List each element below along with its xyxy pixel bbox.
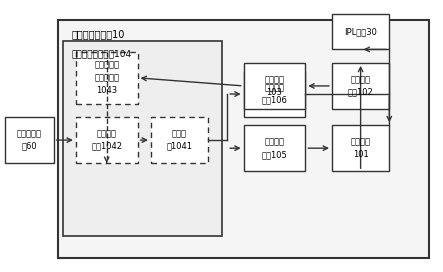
- Bar: [244, 63, 305, 109]
- Text: 第一开关
器件1042: 第一开关 器件1042: [91, 129, 122, 151]
- Bar: [76, 117, 138, 163]
- Text: 整流电
路1041: 整流电 路1041: [167, 129, 193, 151]
- Text: 控制芯片
103: 控制芯片 103: [264, 75, 284, 97]
- Bar: [244, 71, 305, 117]
- Bar: [332, 14, 389, 50]
- Bar: [332, 63, 389, 109]
- Text: 电阻充电
电路106: 电阻充电 电路106: [261, 83, 288, 105]
- Text: IPL灯管30: IPL灯管30: [344, 27, 377, 36]
- Text: 电压采集
电路102: 电压采集 电路102: [348, 75, 373, 97]
- Bar: [5, 117, 54, 163]
- Bar: [244, 125, 305, 171]
- Bar: [332, 125, 389, 171]
- Bar: [58, 20, 429, 258]
- Text: 快速充电
电路105: 快速充电 电路105: [262, 137, 288, 159]
- Text: 充电电容
101: 充电电容 101: [350, 137, 371, 159]
- Text: 电压转换控制电路104: 电压转换控制电路104: [71, 50, 132, 58]
- Text: 交流输入电
压60: 交流输入电 压60: [17, 129, 42, 151]
- Text: 脱毛仪充电电路10: 脱毛仪充电电路10: [71, 29, 125, 39]
- Bar: [76, 52, 138, 104]
- Text: 第一开关器
件控制电路
1043: 第一开关器 件控制电路 1043: [94, 61, 119, 95]
- Bar: [62, 41, 222, 236]
- Bar: [151, 117, 208, 163]
